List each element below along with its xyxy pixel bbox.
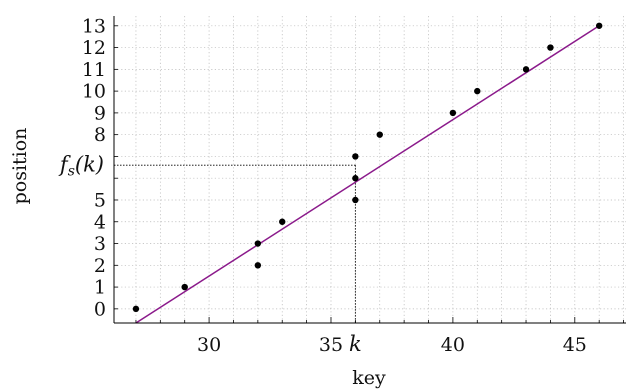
highlight-y-label: fs(k) (58, 153, 104, 180)
tick-marks (114, 25, 624, 323)
data-point (474, 87, 481, 95)
data-point (254, 240, 262, 247)
data-point (132, 305, 140, 313)
data-point (449, 109, 457, 117)
y-tick-label: 1 (94, 277, 106, 299)
axes (113, 16, 626, 324)
x-tick-label: 35 (319, 334, 343, 356)
y-tick-label: 0 (94, 298, 106, 320)
y-tick-label: 10 (82, 81, 106, 103)
data-point (352, 175, 359, 182)
data-points (132, 22, 603, 313)
y-tick-label: 11 (82, 59, 106, 81)
data-point (279, 218, 286, 225)
data-point (352, 196, 359, 204)
data-point (352, 153, 359, 160)
y-tick-label: 9 (94, 102, 106, 124)
x-tick-label: 45 (563, 334, 587, 356)
y-tick-label: 12 (82, 37, 106, 59)
highlight-x-label: k (349, 332, 362, 356)
y-axis-label: position (9, 128, 31, 205)
fit-line-layer (135, 25, 600, 324)
fit-line (135, 25, 600, 324)
x-tick-label: 30 (197, 334, 221, 356)
x-axis-label: key (352, 367, 386, 389)
y-tick-label: 8 (94, 124, 106, 146)
data-point (181, 283, 188, 291)
data-point (254, 262, 262, 269)
data-point (376, 131, 383, 138)
y-tick-label: 13 (82, 15, 106, 37)
data-point (595, 22, 603, 29)
data-point (547, 44, 554, 51)
x-tick-label: 40 (441, 334, 465, 356)
y-tick-label: 3 (94, 233, 106, 255)
y-tick-label: 5 (94, 189, 106, 211)
y-tick-label: 2 (94, 255, 106, 277)
highlight-guides (114, 164, 356, 323)
data-point (522, 66, 530, 73)
y-tick-label: 4 (94, 211, 106, 233)
grid (114, 16, 626, 323)
